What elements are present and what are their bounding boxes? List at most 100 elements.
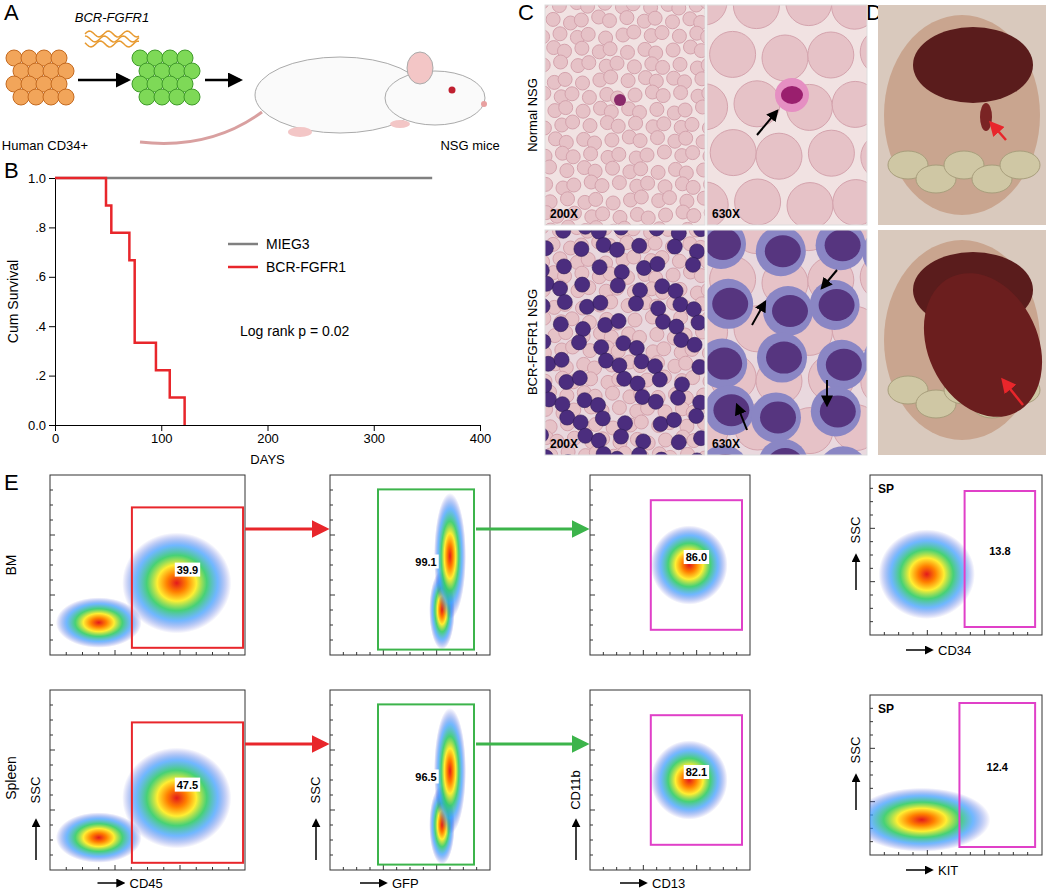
gate-value: 39.9 — [177, 564, 198, 576]
flow-plot: 39.9 — [50, 475, 245, 655]
blast-cell — [557, 259, 572, 274]
red-cell — [545, 30, 550, 44]
minor-tick — [330, 735, 333, 736]
minor-tick — [330, 810, 335, 811]
minor-tick — [330, 625, 333, 626]
minor-tick — [590, 625, 593, 626]
minor-tick — [163, 867, 164, 870]
minor-tick — [330, 580, 333, 581]
blast-cell — [592, 260, 607, 275]
blast-cell — [575, 277, 590, 292]
minor-tick — [423, 652, 424, 655]
minor-tick — [670, 867, 671, 870]
mouse-foot — [288, 127, 312, 137]
minor-tick — [590, 720, 593, 721]
red-cell — [707, 84, 728, 130]
red-cell — [734, 81, 780, 127]
survival-line — [55, 177, 432, 180]
red-cell — [686, 146, 700, 160]
blast-cell — [594, 340, 609, 355]
blast-cell — [617, 371, 632, 386]
minor-tick — [396, 652, 397, 655]
blast-cell — [668, 284, 683, 299]
minor-tick — [970, 852, 971, 855]
red-cell — [672, 29, 686, 43]
gate — [651, 715, 742, 845]
flow-plot: 96.5 — [330, 690, 490, 870]
image-frame — [707, 5, 867, 225]
minor-tick — [870, 515, 873, 516]
minor-tick — [98, 652, 99, 655]
gate-value: 99.1 — [415, 556, 436, 568]
red-cell — [641, 176, 655, 190]
axis-title: KIT — [938, 863, 958, 878]
nucleus — [767, 448, 803, 455]
red-cell — [582, 90, 596, 104]
blast-cell — [636, 434, 651, 449]
tick: 1.0 — [28, 171, 55, 186]
blast-cell — [610, 242, 625, 257]
blast-cell — [691, 315, 705, 330]
red-cell — [545, 160, 557, 174]
minor-tick — [590, 520, 593, 521]
gate — [378, 704, 474, 864]
minor-tick — [696, 650, 697, 655]
red-cell — [695, 72, 705, 86]
tick: .4 — [35, 319, 55, 334]
blast-cell — [637, 261, 652, 276]
blast-cell — [810, 280, 860, 330]
red-cell — [633, 134, 647, 148]
minor-tick — [82, 652, 83, 655]
panel-d — [878, 5, 1050, 455]
blast-cell — [633, 283, 648, 298]
minor-tick — [356, 867, 357, 870]
blast-cell — [545, 379, 552, 394]
minor-tick — [50, 765, 53, 766]
red-cell — [756, 133, 802, 179]
x-axis: 0100200300400 — [52, 425, 491, 446]
minor-tick — [870, 555, 873, 556]
minor-tick — [870, 775, 873, 776]
mouse-tail — [140, 112, 262, 143]
minor-tick — [590, 765, 593, 766]
spleen — [901, 254, 1046, 436]
minor-tick — [423, 867, 424, 870]
plot-frame — [870, 475, 1042, 635]
blast-cell — [817, 340, 867, 390]
blast-cell — [655, 279, 670, 294]
blast-cell — [651, 301, 666, 316]
axis-title: SSC — [848, 517, 863, 544]
red-cell — [553, 27, 567, 41]
minor-tick — [616, 867, 617, 870]
minor-tick — [870, 761, 873, 762]
red-cell — [567, 178, 581, 192]
blast-cell — [614, 265, 629, 280]
red-cell — [612, 401, 626, 415]
flow-plot: 99.1 — [330, 475, 490, 655]
minor-tick — [50, 595, 55, 596]
red-cell — [611, 119, 625, 133]
blast-cell — [573, 415, 588, 430]
image-frame — [545, 230, 705, 455]
minor-tick — [1013, 632, 1014, 635]
minor-tick — [330, 750, 335, 751]
blast-cell — [687, 337, 702, 352]
minor-tick — [970, 632, 971, 635]
red-cell — [627, 60, 641, 74]
blast-cell — [656, 314, 671, 329]
plot-frame — [590, 690, 750, 870]
minor-tick — [630, 867, 631, 870]
red-cell — [552, 5, 566, 13]
minor-tick — [1027, 632, 1028, 635]
minor-tick — [66, 652, 67, 655]
red-cell — [576, 104, 590, 118]
minor-tick — [683, 652, 684, 655]
minor-tick — [50, 810, 55, 811]
minor-tick — [343, 867, 344, 870]
blast-cell — [614, 230, 629, 235]
vector-wave — [85, 36, 139, 42]
tick: .8 — [35, 220, 55, 235]
y-axis: 0.0.2.4.6.81.0 — [28, 171, 56, 433]
minor-tick — [98, 867, 99, 870]
tick: 400 — [470, 425, 492, 446]
